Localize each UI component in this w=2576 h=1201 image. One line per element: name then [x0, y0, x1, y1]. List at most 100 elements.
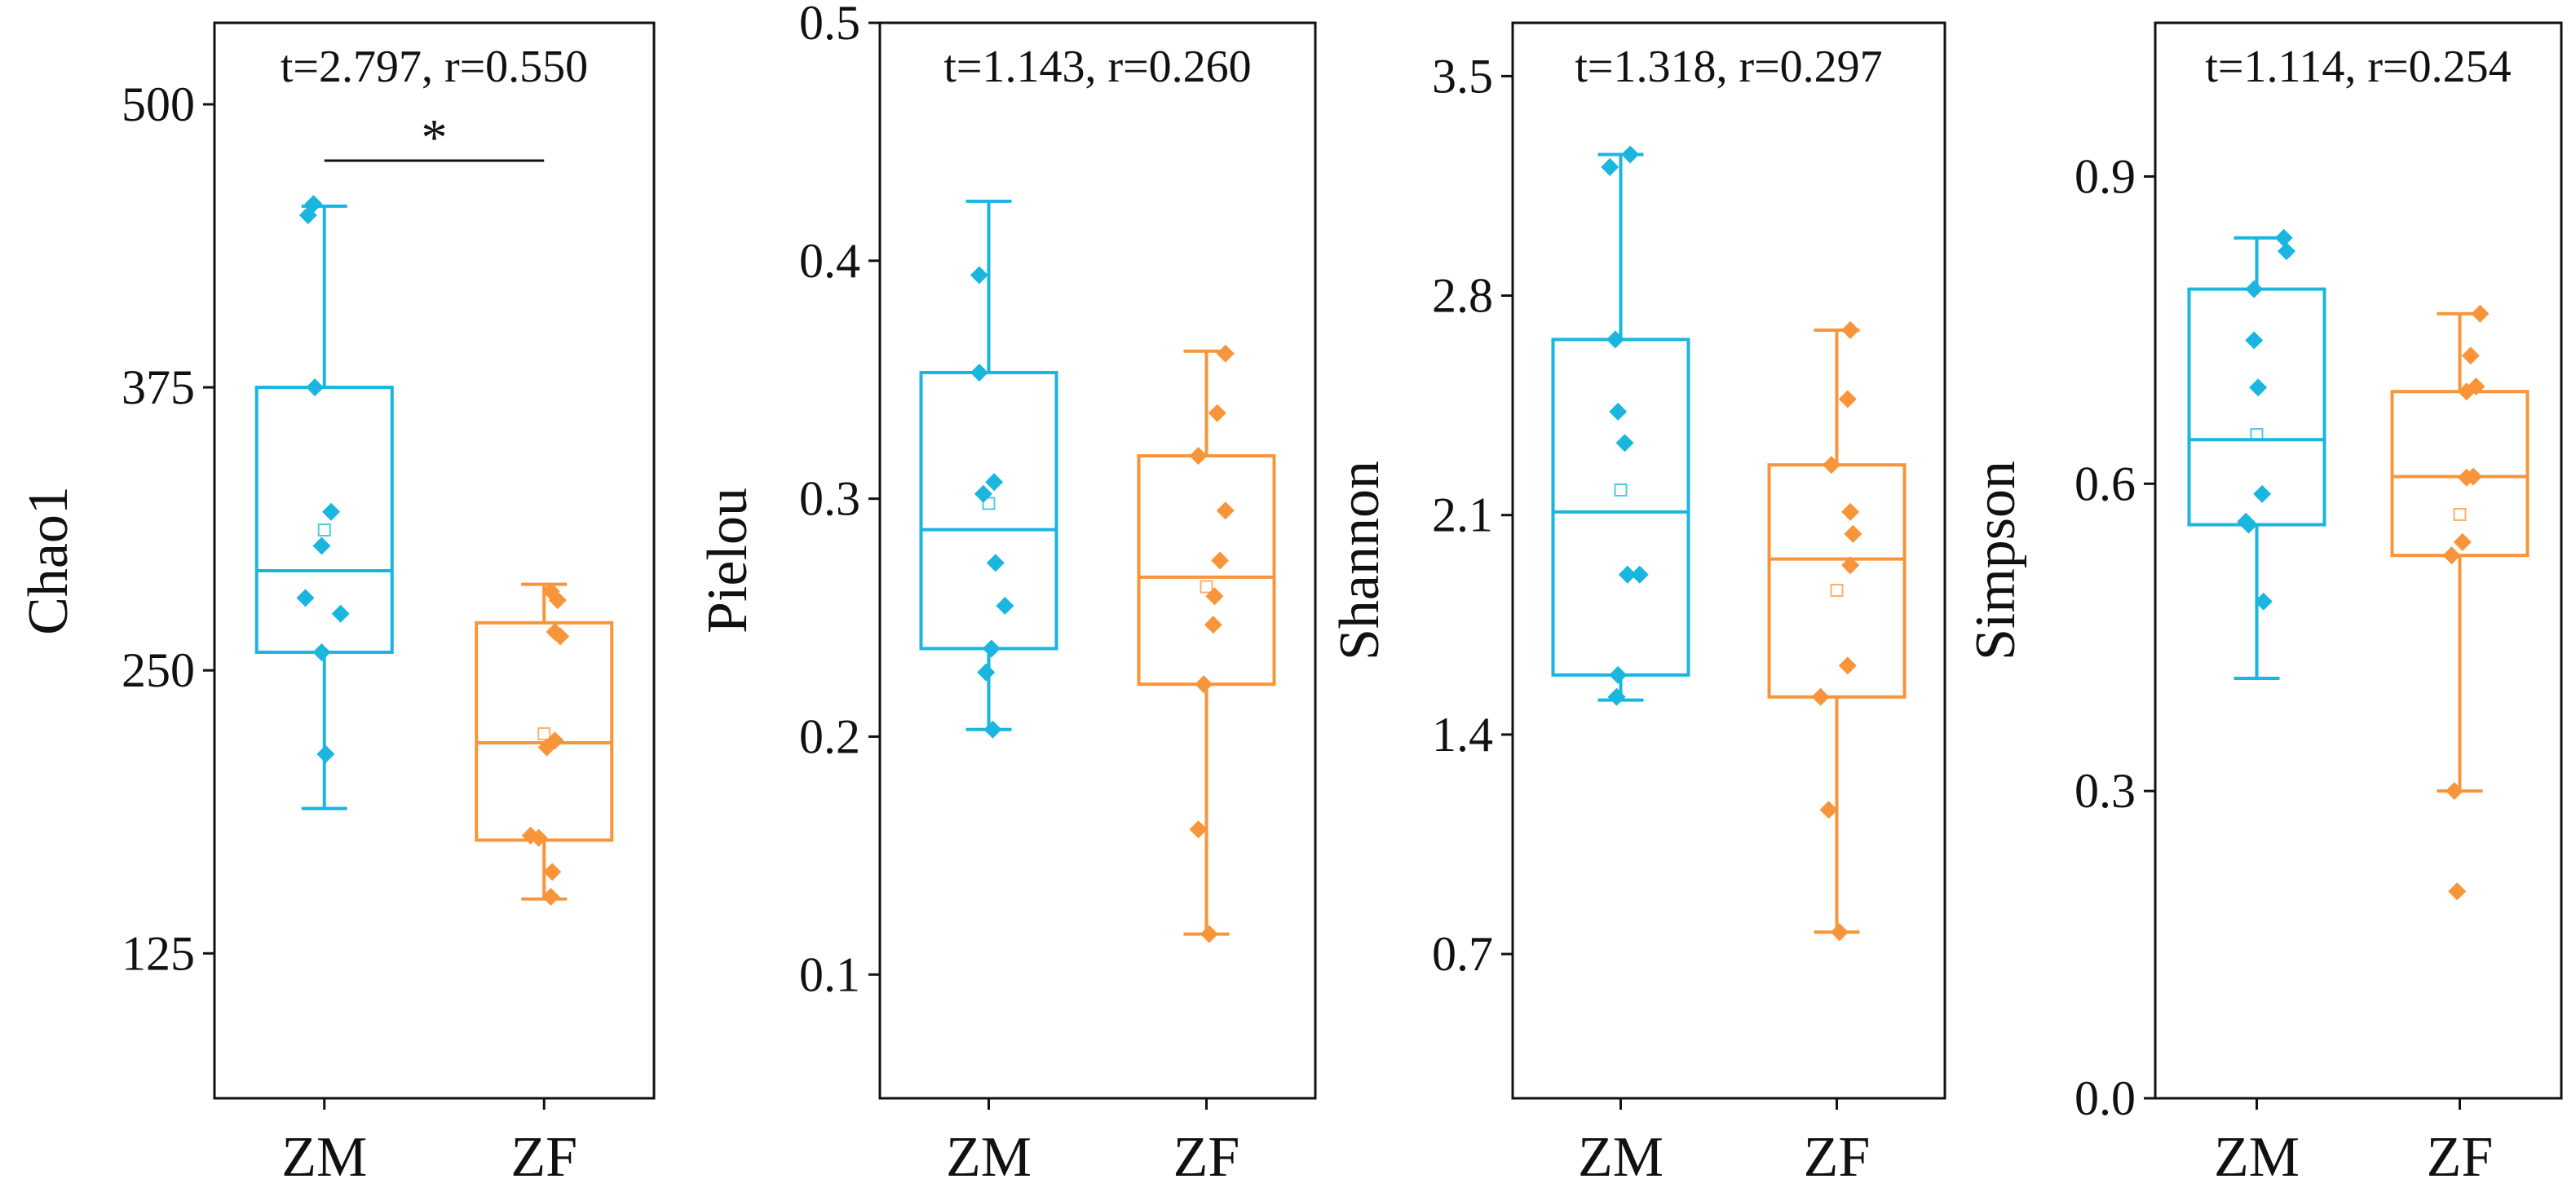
iqr-box [1137, 454, 1276, 687]
data-point [982, 639, 1001, 658]
data-point [2245, 331, 2264, 350]
x-tick-label-zm: ZM [281, 1126, 367, 1189]
y-tick-label: 0.1 [799, 947, 860, 1001]
data-point [1216, 501, 1235, 520]
data-point [1822, 456, 1840, 475]
data-point [551, 627, 570, 646]
y-tick-label: 0.3 [799, 472, 860, 526]
data-point [2448, 882, 2467, 901]
y-tick-label: 0.2 [799, 709, 860, 763]
y-axis-label: Simpson [1964, 461, 2027, 660]
y-tick-label: 375 [122, 360, 195, 414]
data-point [1205, 587, 1224, 606]
data-point [1195, 675, 1213, 694]
data-point [1606, 330, 1624, 349]
y-tick-label: 1.4 [1432, 708, 1493, 762]
data-point [1609, 665, 1628, 684]
iqr-box [2390, 390, 2530, 558]
data-point [1607, 687, 1626, 706]
data-point [1838, 390, 1857, 408]
plot-frame [878, 21, 1317, 1100]
data-point [1621, 145, 1640, 164]
y-tick-label: 0.4 [799, 234, 860, 288]
data-point [2253, 484, 2272, 503]
data-point [1811, 687, 1830, 706]
data-point [1609, 402, 1628, 421]
data-point [970, 363, 988, 382]
plot-frame [1511, 21, 1946, 1100]
data-point [312, 536, 331, 555]
y-tick-label: 2.8 [1432, 269, 1493, 323]
chart-panel-pielou: 0.1 0.2 0.3 0.4 0.5 Pielou t=1.143, r=0.260 ZM Z… [696, 0, 1317, 1189]
plot-frame [213, 21, 656, 1100]
data-point [1204, 616, 1222, 634]
data-point [322, 502, 341, 521]
data-point [304, 195, 323, 214]
data-point [1189, 447, 1208, 466]
y-tick-label: 125 [122, 926, 195, 980]
mean-marker [537, 726, 551, 740]
box-zm [254, 195, 394, 810]
data-point [1200, 925, 1218, 943]
data-point [985, 473, 1004, 492]
data-point [2239, 515, 2258, 534]
x-tick-label-zf: ZF [2427, 1126, 2494, 1189]
data-point [1838, 656, 1857, 675]
chart-panel-simpson: 0.0 0.3 0.6 0.9 Simpson t=1.114, r=0.254 ZM ZF [1964, 21, 2563, 1189]
data-point [986, 554, 1005, 572]
data-point [1841, 320, 1860, 339]
data-point [1844, 524, 1862, 543]
iqr-box [919, 370, 1058, 651]
box-zf [2390, 304, 2530, 901]
stat-annotation: t=1.318, r=0.297 [1575, 42, 1882, 92]
data-point [1841, 502, 1860, 521]
x-tick-label-zf: ZF [510, 1126, 577, 1189]
plot-frame [2154, 21, 2563, 1100]
data-point [316, 744, 335, 763]
data-point [983, 720, 1002, 739]
chart-panel-chao1: 125 250 375 500 Chao1 t=2.797, r=0.550 * ZM ZF [17, 21, 656, 1189]
data-point [1841, 556, 1860, 575]
data-point [2461, 347, 2480, 365]
y-tick-label: 0.3 [2074, 764, 2136, 818]
data-point [1211, 551, 1230, 570]
y-tick-label: 0.7 [1432, 927, 1493, 981]
x-tick-label-zm: ZM [1578, 1126, 1664, 1189]
y-tick-label: 0.0 [2074, 1071, 2136, 1125]
data-point [306, 378, 325, 397]
stat-annotation: t=1.114, r=0.254 [2205, 42, 2511, 92]
data-point [2249, 378, 2268, 397]
y-tick-label: 2.1 [1432, 488, 1493, 542]
data-point [1819, 801, 1838, 819]
box-zm [1551, 145, 1690, 706]
data-point [2453, 532, 2472, 551]
data-point [1615, 434, 1634, 453]
data-point [296, 589, 315, 607]
data-point [2467, 377, 2485, 395]
y-tick-label: 0.9 [2074, 149, 2136, 203]
mean-marker [1614, 483, 1628, 497]
data-point [1618, 565, 1637, 584]
box-zm [2187, 228, 2326, 680]
data-point [1208, 404, 1226, 422]
iqr-box [1551, 338, 1690, 677]
mean-marker [982, 497, 996, 510]
mean-marker [2453, 507, 2467, 521]
data-point [1830, 923, 1849, 942]
data-point [2245, 280, 2264, 298]
data-point [2471, 304, 2490, 323]
stat-annotation: t=2.797, r=0.550 [281, 42, 588, 92]
data-point [996, 596, 1014, 615]
y-tick-label: 0.6 [2074, 457, 2136, 510]
iqr-box [254, 386, 394, 654]
x-tick-label-zf: ZF [1804, 1126, 1871, 1189]
data-point [1189, 820, 1208, 839]
mean-marker [1200, 580, 1213, 594]
data-point [970, 266, 988, 285]
significance-star: * [422, 108, 448, 166]
data-point [331, 604, 350, 623]
data-point [2254, 592, 2273, 611]
y-axis-label: Shannon [1328, 461, 1391, 660]
box-zf [1137, 344, 1276, 943]
